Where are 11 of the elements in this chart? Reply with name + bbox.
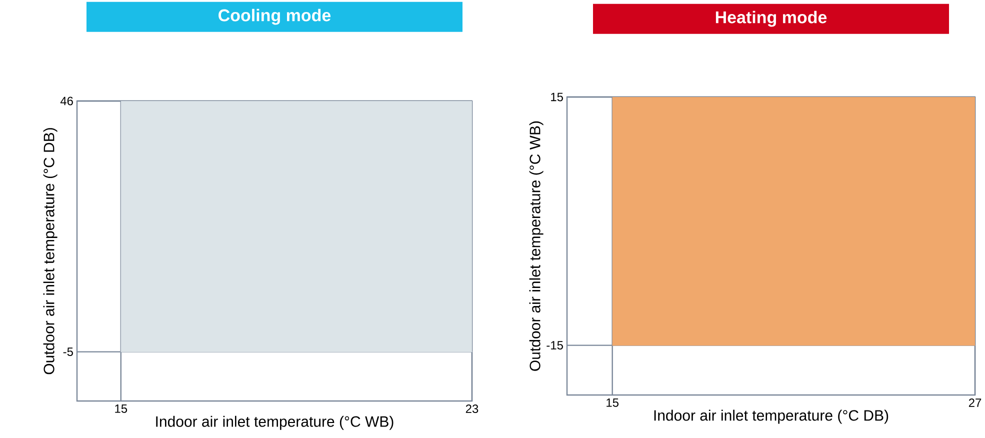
x-axis-title: Indoor air inlet temperature (°C DB)	[654, 410, 888, 424]
y-tick-label: -5	[63, 348, 73, 356]
y-axis-title: Outdoor air inlet temperature (°C WB)	[529, 121, 544, 371]
y-tick-label: -15	[546, 341, 563, 350]
x-tick-label: 27	[968, 398, 982, 407]
y-axis-title: Outdoor air inlet temperature (°C DB)	[43, 128, 58, 374]
chart-title: Heating mode	[716, 10, 827, 27]
y-tick-label: 46	[60, 96, 73, 106]
chart-title: Cooling mode	[218, 8, 331, 25]
x-tick-label: 23	[466, 404, 478, 414]
x-axis-title: Indoor air inlet temperature (°C WB)	[156, 416, 394, 430]
